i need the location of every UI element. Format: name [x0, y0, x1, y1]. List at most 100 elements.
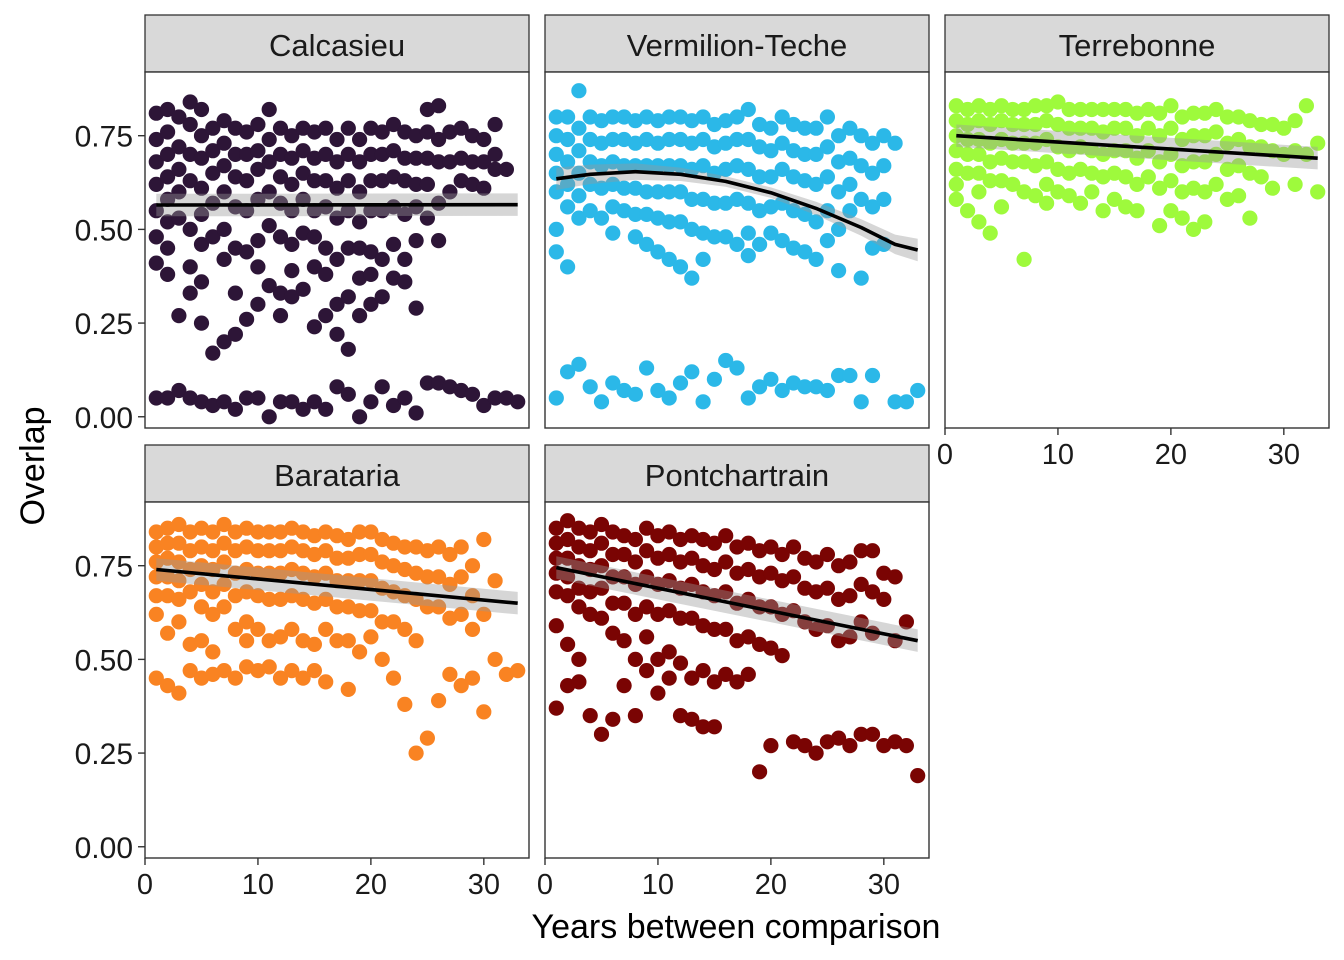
- data-point: [819, 546, 836, 563]
- data-point: [864, 584, 881, 600]
- y-tick-label: 0.25: [75, 308, 133, 341]
- data-point: [272, 629, 289, 645]
- data-point: [740, 101, 756, 118]
- data-point: [774, 109, 790, 125]
- data-point: [910, 768, 926, 784]
- data-point: [605, 595, 621, 611]
- data-point: [227, 670, 243, 686]
- data-point: [831, 128, 847, 144]
- data-point: [182, 584, 198, 600]
- data-point: [831, 221, 847, 237]
- data-point: [548, 221, 564, 237]
- data-point: [408, 176, 424, 192]
- data-point: [853, 158, 869, 174]
- data-point: [250, 296, 266, 312]
- data-point: [487, 390, 503, 406]
- data-point: [171, 573, 187, 589]
- facet-calcasieu: Calcasieu 0.00 0.25 0.50 0.75: [75, 14, 530, 435]
- data-point: [419, 569, 435, 585]
- data-point: [318, 591, 334, 608]
- data-point: [672, 610, 689, 626]
- data-point: [763, 120, 779, 136]
- data-point: [548, 146, 564, 162]
- data-point: [729, 131, 745, 148]
- data-point: [397, 206, 413, 222]
- data-point: [593, 535, 610, 551]
- data-point: [329, 633, 345, 649]
- data-point: [593, 580, 610, 596]
- data-point: [216, 135, 232, 151]
- data-point: [706, 195, 723, 211]
- data-point: [171, 685, 187, 701]
- data-point: [148, 203, 164, 219]
- data-point: [627, 229, 644, 245]
- data-point: [853, 191, 869, 207]
- data-point: [718, 352, 734, 369]
- data-point: [363, 524, 379, 540]
- data-point: [148, 670, 164, 686]
- data-point: [352, 644, 368, 660]
- data-point: [876, 191, 892, 207]
- data-point: [819, 139, 836, 155]
- data-point: [763, 738, 779, 754]
- data-point: [1163, 173, 1179, 189]
- data-point: [560, 569, 576, 585]
- data-point: [560, 176, 576, 192]
- data-point: [774, 546, 790, 563]
- data-point: [571, 674, 587, 690]
- data-point: [284, 263, 300, 279]
- data-point: [785, 569, 802, 585]
- data-point: [684, 576, 700, 593]
- data-point: [160, 266, 176, 282]
- data-point: [616, 633, 632, 649]
- data-point: [227, 146, 243, 162]
- data-point: [261, 591, 277, 608]
- data-point: [706, 561, 723, 578]
- data-point: [239, 124, 255, 140]
- data-point: [582, 708, 598, 724]
- data-point: [605, 225, 621, 241]
- data-point: [993, 199, 1010, 215]
- data-point: [239, 173, 255, 189]
- data-point: [397, 390, 413, 406]
- data-point: [261, 184, 277, 200]
- data-point: [1310, 135, 1326, 151]
- data-point: [1197, 184, 1213, 200]
- facet-vermilion-teche: Vermilion-Teche: [544, 14, 930, 429]
- data-point: [295, 670, 311, 686]
- data-point: [340, 203, 356, 219]
- data-point: [876, 158, 892, 174]
- data-point: [695, 663, 711, 679]
- data-point: [160, 625, 176, 641]
- data-point: [239, 203, 255, 219]
- data-point: [419, 124, 435, 140]
- data-point: [1197, 214, 1213, 230]
- data-point: [306, 229, 322, 245]
- data-point: [808, 251, 824, 267]
- data-point: [853, 270, 869, 286]
- data-point: [171, 382, 187, 399]
- data-point: [560, 109, 576, 125]
- data-point: [464, 154, 481, 170]
- data-point: [661, 131, 677, 148]
- data-point: [318, 240, 334, 256]
- data-point: [385, 236, 402, 252]
- data-point: [774, 161, 790, 177]
- data-point: [661, 573, 677, 589]
- data-point: [205, 524, 221, 540]
- data-point: [464, 558, 481, 574]
- data-point: [1129, 128, 1145, 144]
- data-point: [216, 394, 232, 410]
- data-point: [1027, 98, 1043, 114]
- data-point: [593, 516, 610, 533]
- panel-border: [544, 71, 930, 429]
- data-point: [216, 158, 232, 174]
- data-point: [763, 640, 779, 656]
- data-point: [853, 394, 869, 410]
- data-point: [763, 143, 779, 159]
- data-point: [1185, 105, 1202, 121]
- data-point: [374, 614, 390, 630]
- data-point: [442, 184, 458, 200]
- data-point: [1027, 188, 1043, 204]
- x-tick-label: 0: [937, 439, 953, 471]
